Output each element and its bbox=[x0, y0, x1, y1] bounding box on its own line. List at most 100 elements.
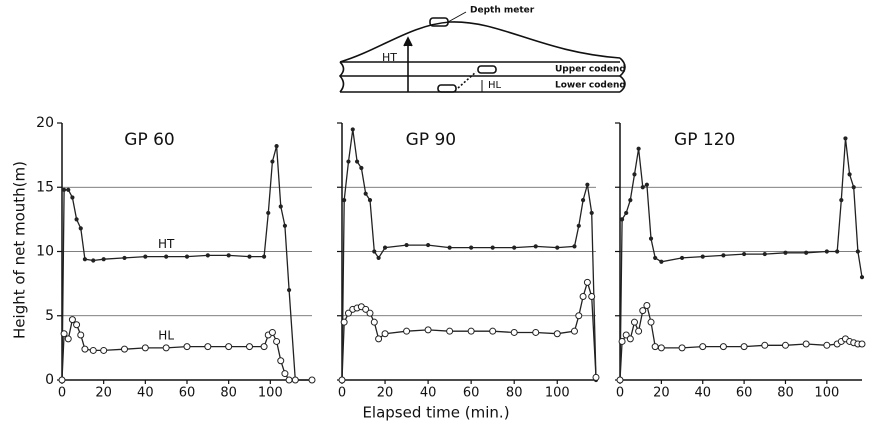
diagram-label: Upper codend bbox=[555, 65, 626, 75]
series-label: HT bbox=[158, 237, 175, 251]
ht-marker bbox=[359, 165, 364, 171]
ht-marker bbox=[376, 255, 381, 261]
ht-marker bbox=[91, 258, 96, 263]
x-tick-label: 80 bbox=[220, 386, 237, 401]
hl-marker bbox=[370, 318, 378, 326]
ht-marker bbox=[589, 210, 594, 216]
ht-marker bbox=[628, 198, 633, 203]
ht-marker bbox=[270, 159, 275, 164]
ht-marker bbox=[632, 172, 637, 177]
ht-marker bbox=[555, 245, 560, 250]
ht-marker bbox=[533, 244, 538, 249]
ht-marker bbox=[426, 242, 431, 248]
x-tick-label: 0 bbox=[616, 386, 624, 401]
hl-marker bbox=[403, 327, 411, 335]
hl-marker bbox=[100, 346, 108, 354]
y-tick-label: 15 bbox=[36, 179, 54, 195]
ht-marker bbox=[205, 253, 210, 258]
hl-marker bbox=[616, 376, 624, 384]
x-tick-label: 20 bbox=[95, 386, 112, 401]
ht-marker bbox=[824, 249, 829, 254]
hl-marker bbox=[338, 376, 346, 384]
ht-marker bbox=[742, 251, 747, 257]
hl-marker bbox=[643, 301, 651, 309]
ht-marker bbox=[278, 204, 283, 209]
ht-marker bbox=[512, 245, 517, 250]
ht-marker bbox=[644, 182, 649, 187]
hl-marker bbox=[277, 357, 285, 365]
hl-marker bbox=[60, 330, 68, 338]
ht-marker bbox=[847, 172, 852, 177]
hl-marker bbox=[225, 343, 233, 351]
ht-marker bbox=[282, 223, 288, 228]
diagram-label: HT bbox=[382, 51, 397, 64]
ht-marker bbox=[184, 254, 190, 259]
x-tick-label: 100 bbox=[258, 386, 283, 401]
net-codend-lines bbox=[340, 61, 620, 93]
hl-marker bbox=[375, 335, 383, 343]
connector bbox=[457, 71, 477, 89]
x-tick-label: 80 bbox=[506, 386, 523, 401]
hl-marker bbox=[344, 309, 352, 317]
ht-marker bbox=[636, 146, 641, 151]
ht-marker bbox=[247, 254, 252, 259]
panel-title: GP 60 bbox=[124, 130, 174, 150]
ht-marker bbox=[342, 198, 347, 203]
hl-marker bbox=[366, 309, 374, 317]
hl-marker bbox=[626, 335, 634, 343]
ht-marker bbox=[274, 144, 279, 149]
ht-marker bbox=[804, 250, 809, 255]
ht-marker bbox=[447, 245, 452, 250]
net-mouth bbox=[338, 61, 345, 93]
ht-marker bbox=[74, 217, 79, 222]
hl-marker bbox=[281, 370, 289, 378]
ht-marker bbox=[653, 255, 658, 261]
hl-marker bbox=[858, 340, 866, 348]
ht-marker bbox=[648, 236, 654, 241]
panel-title: GP 90 bbox=[406, 130, 456, 150]
hl-marker bbox=[719, 343, 727, 351]
hl-marker bbox=[553, 330, 561, 338]
x-tick-label: 60 bbox=[179, 386, 196, 401]
hl-marker bbox=[246, 343, 253, 351]
ht-marker bbox=[78, 226, 83, 231]
ht-marker bbox=[855, 249, 860, 254]
hl-marker bbox=[592, 373, 600, 381]
ht-marker bbox=[372, 249, 377, 254]
hl-marker bbox=[618, 337, 626, 345]
hl-marker bbox=[64, 335, 72, 343]
ht-marker bbox=[576, 223, 581, 228]
ht-marker bbox=[619, 217, 625, 222]
hl-marker bbox=[630, 318, 638, 326]
x-tick-label: 40 bbox=[694, 386, 711, 401]
x-tick-label: 20 bbox=[653, 386, 670, 401]
ht-marker bbox=[624, 210, 629, 216]
hl-marker bbox=[362, 305, 370, 313]
diagram-label: Depth meter bbox=[470, 6, 535, 16]
y-tick-label: 20 bbox=[36, 115, 54, 131]
hl-marker bbox=[583, 278, 591, 286]
ht-marker bbox=[266, 210, 271, 216]
hl-marker bbox=[58, 376, 66, 384]
ht-marker bbox=[346, 159, 351, 164]
x-tick-label: 20 bbox=[377, 386, 394, 401]
ht-marker bbox=[585, 182, 590, 187]
hl-marker bbox=[699, 343, 707, 351]
ht-marker bbox=[354, 159, 360, 164]
diagram-label: Lower codend bbox=[555, 81, 626, 91]
ht-marker bbox=[404, 242, 409, 248]
hl-marker bbox=[588, 292, 596, 300]
y-tick-label: 0 bbox=[45, 372, 54, 388]
x-tick-label: 0 bbox=[338, 386, 346, 401]
ht-marker bbox=[762, 251, 767, 257]
y-tick-label: 10 bbox=[36, 244, 54, 260]
hl-marker bbox=[260, 343, 268, 351]
hl-marker bbox=[489, 327, 497, 335]
x-axis-label: Elapsed time (min.) bbox=[362, 404, 509, 422]
ht-marker bbox=[640, 185, 645, 190]
hl-marker bbox=[510, 328, 518, 336]
hl-marker bbox=[273, 337, 281, 345]
ht-marker bbox=[61, 187, 67, 192]
ht-marker bbox=[783, 250, 788, 255]
